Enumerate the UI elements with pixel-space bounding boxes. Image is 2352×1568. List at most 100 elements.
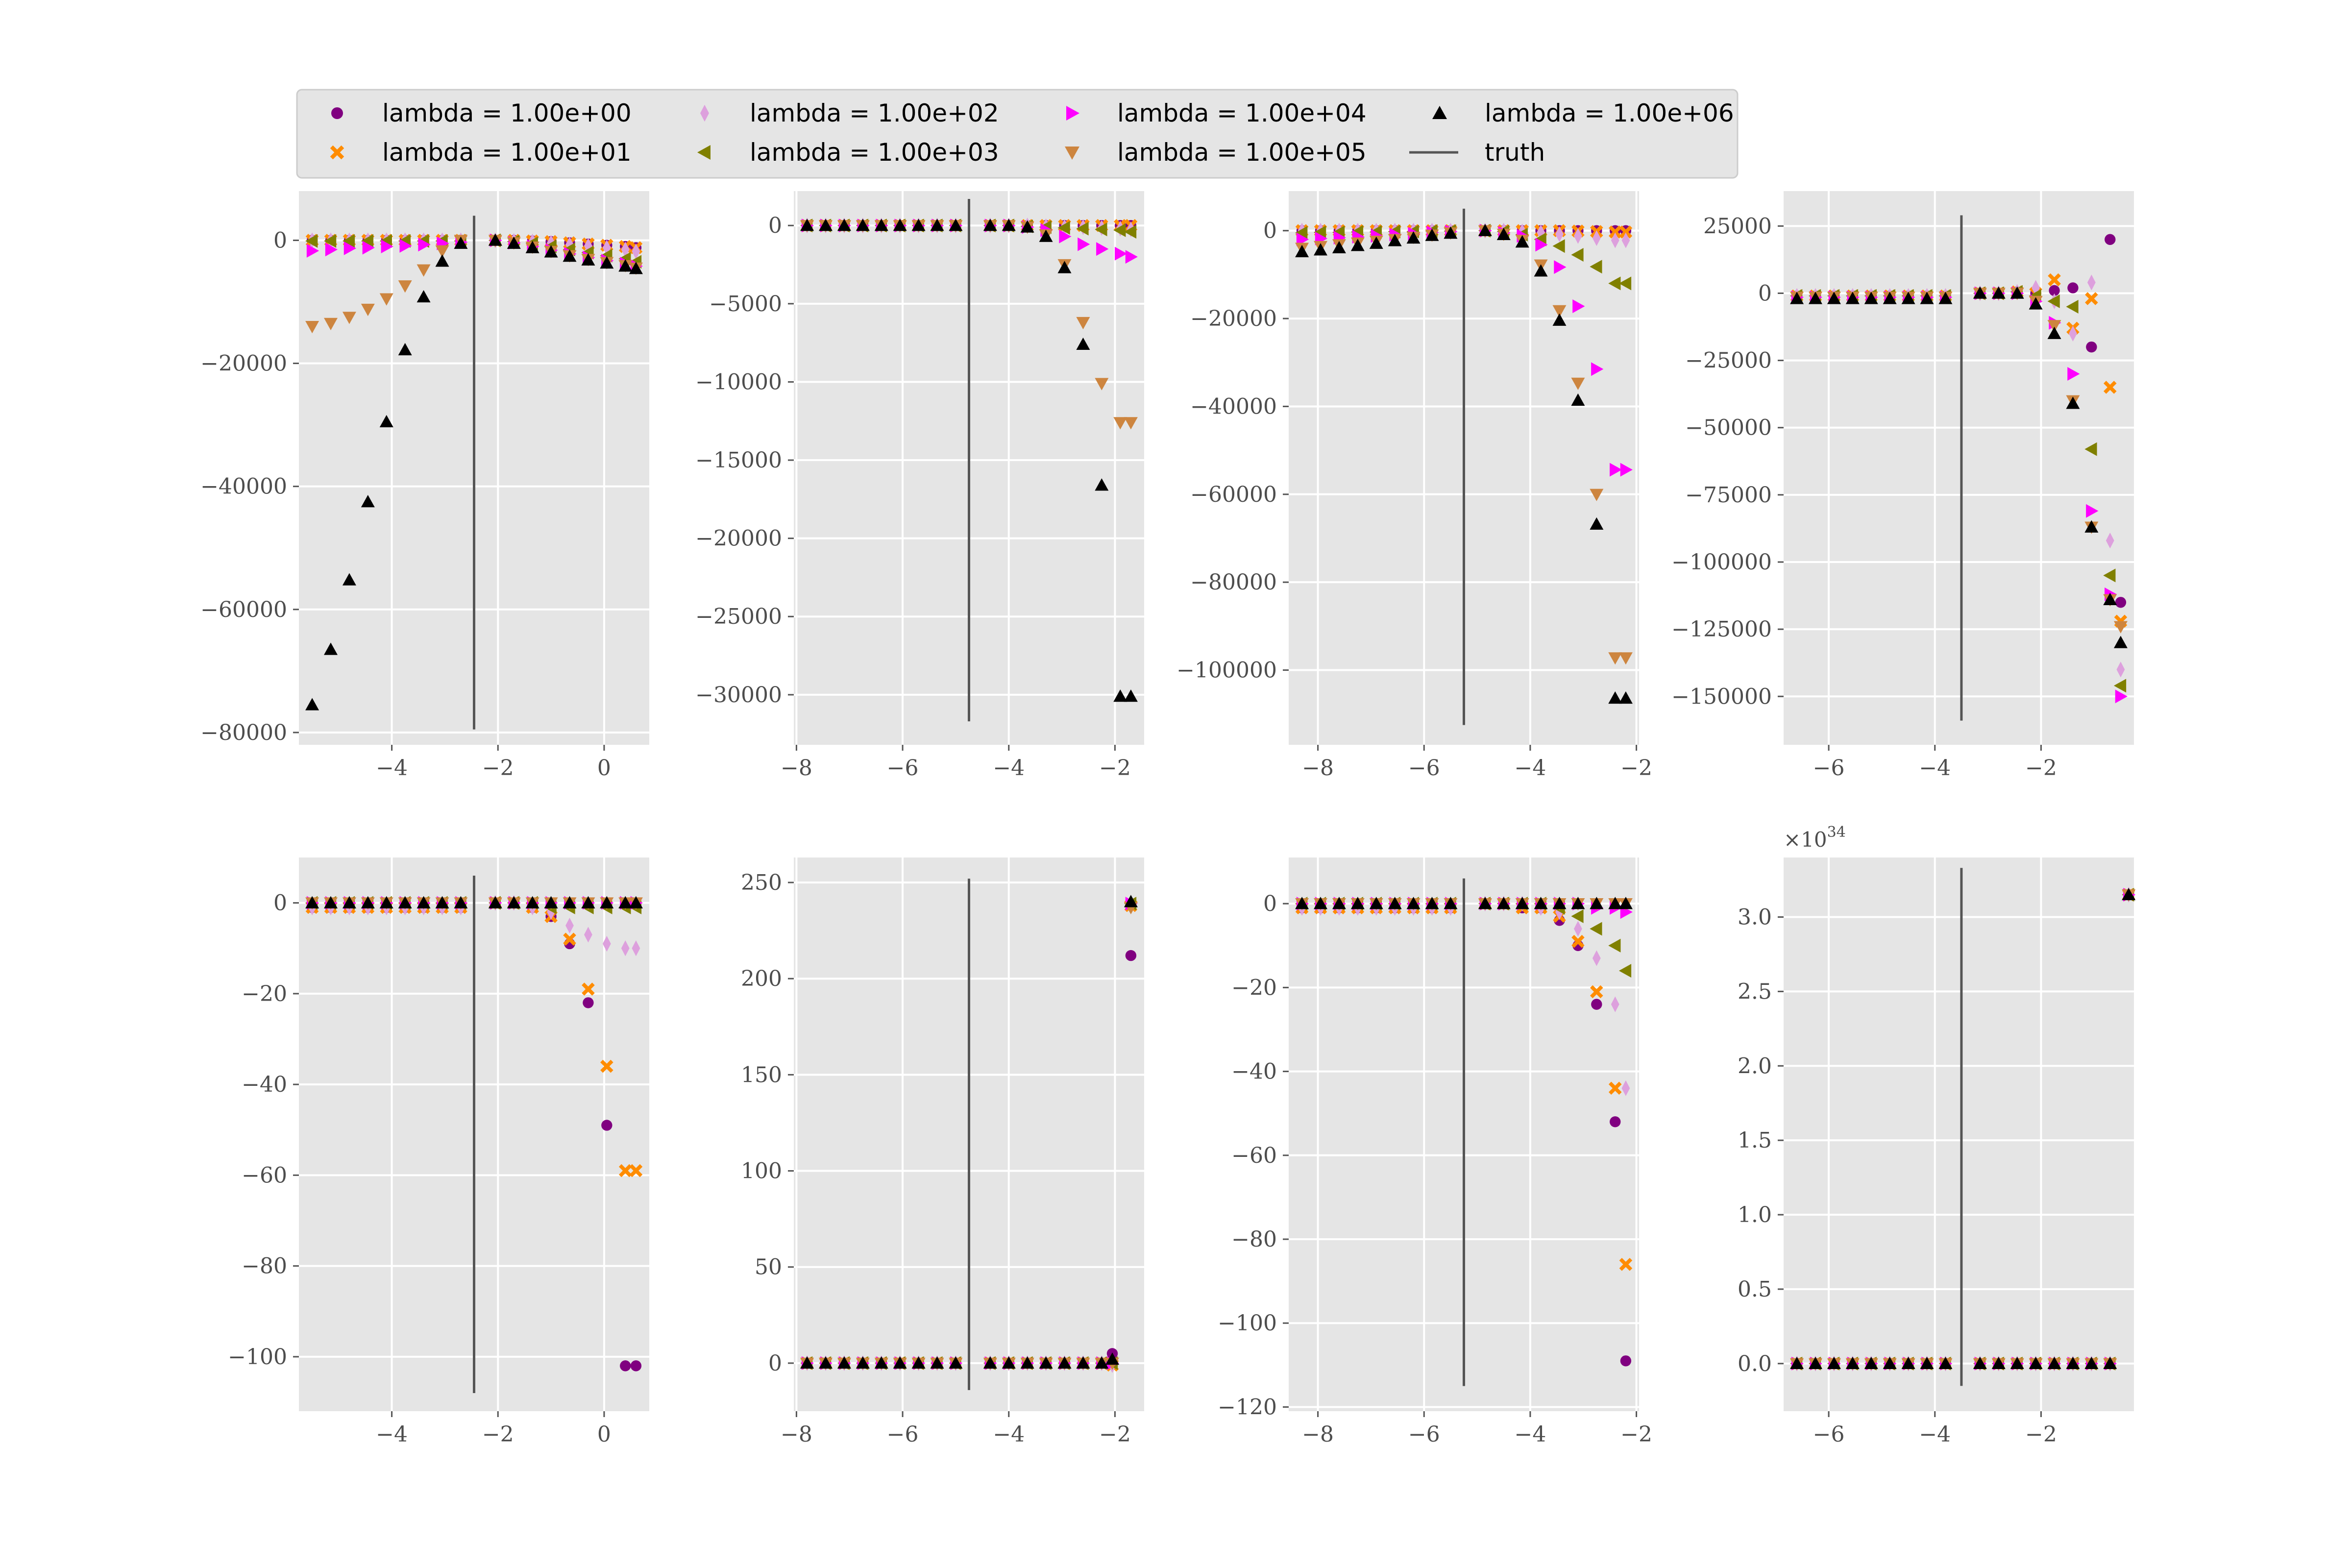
- data-point: [819, 219, 833, 231]
- data-point: [629, 896, 643, 908]
- data-point: [2085, 292, 2098, 305]
- data-point: [1571, 897, 1585, 909]
- y-tick-label: 2.5: [1738, 979, 1772, 1004]
- data-point: [435, 245, 449, 258]
- data-point: [1059, 229, 1072, 244]
- data-point: [874, 1356, 888, 1369]
- y-tick-label: −60: [1231, 1143, 1277, 1168]
- data-point: [2066, 299, 2079, 314]
- data-point: [305, 234, 318, 248]
- series-lambdam1m00em06: [1790, 286, 2128, 648]
- data-point: [1901, 292, 1915, 304]
- data-point: [507, 236, 521, 249]
- x-tick-label: −2: [1099, 1422, 1131, 1447]
- data-point: [1621, 232, 1630, 248]
- y-tick-label: −40: [1231, 1059, 1277, 1084]
- data-point: [1920, 1356, 1934, 1369]
- data-point: [2115, 597, 2127, 608]
- data-point: [1076, 1356, 1090, 1369]
- data-point: [305, 896, 319, 908]
- x-tick-label: −2: [482, 756, 514, 781]
- data-point: [1883, 1356, 1897, 1369]
- y-tick-label: 0: [1263, 219, 1277, 244]
- data-point: [819, 1356, 833, 1369]
- data-point: [1496, 897, 1511, 909]
- subplot-1: −4 −2 0 0 −20000 −40000 −60000 −80000: [200, 191, 649, 781]
- data-point: [983, 219, 997, 231]
- legend-label-lambda-1e6: lambda = 1.00e+06: [1485, 99, 1734, 127]
- data-point: [1314, 897, 1327, 909]
- data-point: [454, 896, 468, 908]
- data-point: [1591, 999, 1602, 1010]
- legend-marker-shape-1e6: [1432, 106, 1447, 119]
- data-point: [1425, 897, 1439, 909]
- data-point: [1610, 463, 1622, 477]
- data-point: [306, 244, 319, 258]
- subplot-grid: −4 −2 00−20000−40000−60000−80000−8 −6 −4 −20−…: [200, 191, 2136, 1447]
- data-point: [379, 896, 393, 908]
- data-point: [949, 219, 963, 231]
- legend-label-lambda-1e4: lambda = 1.00e+04: [1117, 99, 1367, 127]
- data-point: [398, 280, 412, 293]
- data-point: [1610, 1116, 1621, 1127]
- data-point: [2047, 326, 2061, 339]
- data-point: [893, 219, 907, 231]
- data-point: [1295, 897, 1309, 909]
- data-point: [1572, 299, 1585, 313]
- data-point: [1611, 996, 1619, 1012]
- data-point: [930, 219, 944, 231]
- data-point: [2084, 520, 2099, 533]
- x-tick-label: 0: [597, 1422, 611, 1447]
- data-point: [1369, 897, 1383, 909]
- y-offset-label: ×1034: [1784, 824, 1846, 852]
- data-point: [544, 245, 558, 258]
- data-point: [1002, 1356, 1016, 1369]
- y-tick-label: −50000: [1685, 416, 1772, 441]
- data-point: [1590, 985, 1603, 999]
- data-point: [856, 219, 870, 231]
- data-point: [1020, 1356, 1034, 1369]
- data-point: [1350, 897, 1365, 909]
- data-point: [581, 896, 595, 908]
- legend-marker-shape-1e2: [700, 104, 709, 122]
- data-point: [2105, 234, 2116, 245]
- y-tick-label: −15000: [695, 448, 782, 473]
- y-tick-label: −60: [242, 1163, 287, 1188]
- data-point: [381, 240, 393, 253]
- y-tick-label: −60000: [200, 597, 287, 622]
- data-point: [342, 573, 356, 586]
- data-point: [324, 318, 338, 330]
- x-tick-label: −8: [781, 756, 812, 781]
- y-tick-label: −75000: [1685, 483, 1772, 508]
- data-point: [1619, 1258, 1633, 1271]
- y-offset-exponent: 34: [1827, 824, 1846, 841]
- data-point: [632, 940, 640, 956]
- data-point: [342, 896, 356, 908]
- data-point: [1039, 229, 1053, 242]
- data-point: [1002, 219, 1016, 231]
- y-tick-label: −80: [242, 1254, 287, 1279]
- data-point: [435, 254, 449, 267]
- data-point: [418, 238, 431, 252]
- data-point: [618, 896, 633, 908]
- data-point: [1554, 260, 1567, 274]
- data-point: [1571, 934, 1585, 948]
- data-point: [1591, 362, 1604, 376]
- plot-area: [1784, 191, 2134, 745]
- data-point: [399, 239, 412, 253]
- data-point: [600, 896, 614, 908]
- data-point: [2010, 1356, 2024, 1369]
- data-point: [629, 1164, 643, 1177]
- data-point: [1608, 652, 1622, 665]
- data-point: [1478, 897, 1492, 909]
- data-point: [324, 896, 338, 908]
- data-point: [618, 1164, 632, 1177]
- data-point: [1618, 276, 1632, 291]
- data-point: [800, 219, 814, 231]
- data-point: [584, 238, 592, 254]
- data-point: [2010, 286, 2024, 299]
- data-point: [2067, 367, 2080, 381]
- x-tick-label: −2: [482, 1422, 514, 1447]
- legend-entry-lambda-1e0: lambda = 1.00e+00: [331, 99, 632, 127]
